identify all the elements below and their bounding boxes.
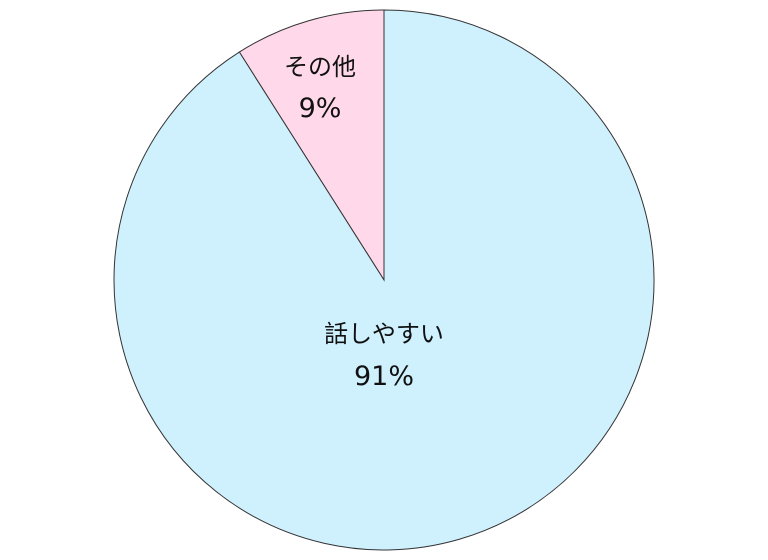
slice-value-label: 91% [354, 361, 414, 392]
pie-slice-0 [238, 9, 385, 282]
slice-label: その他 [284, 53, 356, 81]
slice-value-label: 9% [299, 93, 342, 124]
slice-label: 話しやすい [324, 320, 444, 348]
pie-slice-1 [113, 9, 655, 551]
